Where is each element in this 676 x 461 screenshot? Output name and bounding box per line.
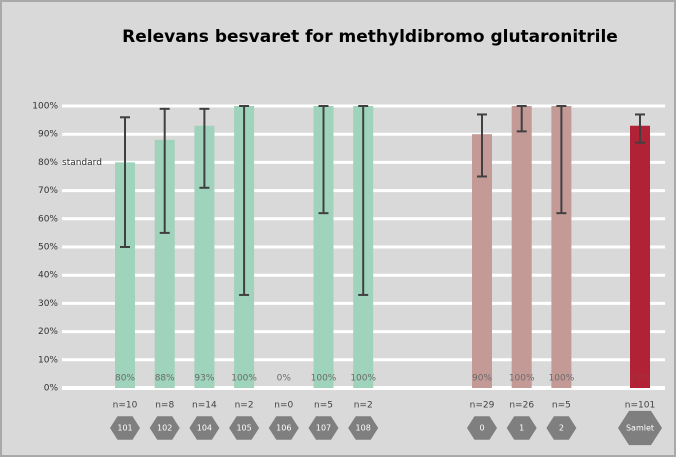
n-label: n=8 — [155, 401, 174, 411]
n-label: n=101 — [625, 401, 655, 411]
bar — [194, 125, 215, 389]
category-hexagon — [229, 416, 260, 440]
bar — [511, 106, 532, 388]
bar — [472, 134, 492, 388]
x-tick-label: 105 — [236, 424, 251, 433]
value-label: 100% — [231, 374, 257, 384]
value-label: 100% — [311, 374, 337, 384]
n-label: n=5 — [552, 401, 571, 411]
n-label: n=2 — [235, 401, 254, 411]
category-hexagon — [467, 416, 497, 440]
y-tick-label: 0% — [44, 384, 59, 394]
x-tick-label: 104 — [197, 424, 212, 433]
n-label: n=0 — [274, 401, 293, 411]
y-tick-label: 30% — [38, 299, 58, 309]
value-label: 93% — [194, 374, 214, 384]
category-hexagon — [618, 410, 662, 446]
y-tick-label: 10% — [38, 355, 58, 365]
y-tick-label: 90% — [38, 130, 58, 140]
n-label: n=5 — [314, 401, 333, 411]
value-label: 100% — [350, 374, 376, 384]
n-label: n=2 — [354, 401, 373, 411]
x-tick-label: 106 — [276, 424, 291, 433]
x-tick-label: Samlet — [626, 424, 654, 433]
value-label: 88% — [155, 374, 175, 384]
y-tick-label: 60% — [38, 214, 58, 224]
value-label: 90% — [472, 374, 492, 384]
category-hexagon — [506, 416, 537, 440]
value-label: 93% — [630, 374, 650, 384]
n-label: n=10 — [113, 401, 138, 411]
x-tick-label: 107 — [316, 424, 331, 433]
bar — [551, 106, 572, 388]
chart-title: Relevans besvaret for methyldibromo glut… — [122, 27, 618, 47]
bar — [630, 125, 650, 389]
bar — [313, 106, 334, 388]
y-tick-label: 100% — [32, 102, 58, 112]
x-tick-label: 101 — [117, 424, 132, 433]
category-hexagon — [268, 416, 299, 440]
category-hexagon — [348, 416, 379, 440]
category-hexagon — [110, 416, 140, 440]
value-label: 0% — [277, 374, 292, 384]
bar — [115, 162, 135, 388]
value-label: 100% — [509, 374, 535, 384]
annotation: standard — [62, 158, 102, 168]
y-tick-label: 70% — [38, 186, 58, 196]
y-tick-label: 40% — [38, 271, 58, 281]
bar — [154, 139, 175, 388]
x-tick-label: 108 — [356, 424, 371, 433]
x-tick-label: 1 — [519, 424, 524, 433]
y-tick-label: 50% — [38, 243, 58, 253]
category-hexagon — [189, 416, 220, 440]
category-hexagon — [308, 416, 339, 440]
y-tick-label: 80% — [38, 158, 58, 168]
category-hexagon — [546, 416, 577, 440]
x-tick-label: 102 — [157, 424, 172, 433]
n-label: n=14 — [192, 401, 217, 411]
value-label: 80% — [115, 374, 135, 384]
value-label: 100% — [549, 374, 575, 384]
category-hexagon — [149, 416, 180, 440]
y-tick-label: 20% — [38, 327, 58, 337]
x-tick-label: 0 — [479, 424, 484, 433]
x-tick-label: 2 — [559, 424, 564, 433]
n-label: n=29 — [470, 401, 495, 411]
n-label: n=26 — [509, 401, 534, 411]
